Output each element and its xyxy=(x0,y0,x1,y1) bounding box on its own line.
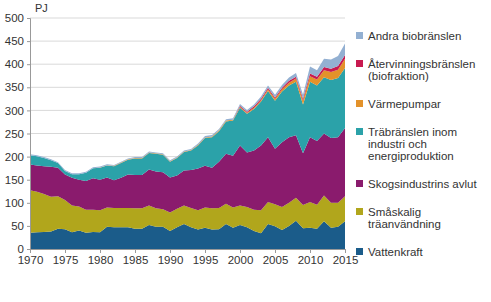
tick-label: 0 xyxy=(18,243,24,255)
tick: 1980 xyxy=(88,249,114,266)
legend-item: Träbränslen inom industri och energiprod… xyxy=(356,126,488,162)
legend-swatch xyxy=(356,180,363,187)
area xyxy=(30,59,345,175)
legend-item: Vattenkraft xyxy=(356,246,488,258)
area xyxy=(30,43,345,174)
grid-line xyxy=(30,41,345,42)
tick: 1990 xyxy=(158,249,184,266)
legend-label: Värmepumpar xyxy=(368,98,441,110)
tick-mark xyxy=(27,157,30,158)
tick: 200 xyxy=(5,151,30,163)
area xyxy=(30,55,345,174)
tick-label: 400 xyxy=(5,58,24,70)
tick: 0 xyxy=(18,243,30,255)
legend-label: Småskalig träanvändning xyxy=(368,206,488,230)
tick-mark xyxy=(27,134,30,135)
tick-label: 2015 xyxy=(333,254,359,266)
tick: 2000 xyxy=(228,249,254,266)
grid xyxy=(30,18,345,249)
tick-label: 100 xyxy=(5,197,24,209)
tick-label: 50 xyxy=(11,220,24,232)
tick-label: 300 xyxy=(5,105,24,117)
tick-label: 2005 xyxy=(263,254,289,266)
tick-mark xyxy=(27,110,30,111)
legend-swatch xyxy=(356,248,363,255)
tick-mark xyxy=(135,249,136,253)
tick-mark xyxy=(345,249,346,253)
tick-mark xyxy=(205,249,206,253)
tick: 100 xyxy=(5,197,30,209)
tick: 1995 xyxy=(193,249,219,266)
legend-label: Träbränslen inom industri och energiprod… xyxy=(368,126,488,162)
legend-item: Småskalig träanvändning xyxy=(356,206,488,230)
tick: 1985 xyxy=(123,249,149,266)
tick-mark xyxy=(100,249,101,253)
tick-mark xyxy=(27,249,30,250)
tick-mark xyxy=(170,249,171,253)
tick-label: 250 xyxy=(5,128,24,140)
tick-mark xyxy=(27,203,30,204)
x-axis-line xyxy=(31,250,346,254)
tick-mark xyxy=(27,226,30,227)
legend-label: Återvinningsbränslen (biofraktion) xyxy=(368,58,488,82)
legend-label: Skogsindustrins avlut xyxy=(368,178,477,190)
tick: 2010 xyxy=(298,249,324,266)
legend-label: Andra biobränslen xyxy=(368,30,461,42)
tick: 2015 xyxy=(333,249,359,266)
tick-label: 450 xyxy=(5,35,24,47)
tick-mark xyxy=(310,249,311,253)
legend-swatch xyxy=(356,128,363,135)
legend-item: Återvinningsbränslen (biofraktion) xyxy=(356,58,488,82)
tick-mark xyxy=(27,87,30,88)
tick: 2005 xyxy=(263,249,289,266)
tick-label: 1970 xyxy=(18,254,44,266)
tick-mark xyxy=(27,18,30,19)
y-axis-label: PJ xyxy=(35,2,48,14)
tick: 450 xyxy=(5,35,30,47)
grid-line xyxy=(30,64,345,65)
tick: 250 xyxy=(5,128,30,140)
tick-label: 200 xyxy=(5,151,24,163)
tick: 150 xyxy=(5,174,30,186)
legend-item: Värmepumpar xyxy=(356,98,488,110)
tick: 400 xyxy=(5,58,30,70)
tick-label: 2010 xyxy=(298,254,324,266)
tick-mark xyxy=(27,64,30,65)
tick-mark xyxy=(275,249,276,253)
legend-item: Skogsindustrins avlut xyxy=(356,178,488,190)
y-axis-line xyxy=(27,19,31,250)
legend-item: Andra biobränslen xyxy=(356,30,488,42)
legend-swatch xyxy=(356,60,363,67)
grid-line xyxy=(30,18,345,19)
tick: 350 xyxy=(5,81,30,93)
tick-mark xyxy=(240,249,241,253)
legend-label: Vattenkraft xyxy=(368,246,423,258)
tick-label: 1990 xyxy=(158,254,184,266)
tick-label: 500 xyxy=(5,12,24,24)
tick-mark xyxy=(65,249,66,253)
tick-label: 350 xyxy=(5,81,24,93)
tick-label: 1975 xyxy=(53,254,79,266)
tick-mark xyxy=(27,41,30,42)
legend-swatch xyxy=(356,208,363,215)
tick-label: 1980 xyxy=(88,254,114,266)
tick: 500 xyxy=(5,12,30,24)
tick-label: 1995 xyxy=(193,254,219,266)
tick-label: 150 xyxy=(5,174,24,186)
tick-mark xyxy=(27,180,30,181)
legend-swatch xyxy=(356,100,363,107)
y-axis: 0 50 100 150 200 250 300 350 400 450 500 xyxy=(5,12,31,255)
tick: 50 xyxy=(11,220,30,232)
legend: Andra biobränslen Återvinningsbränslen (b… xyxy=(356,30,488,258)
tick: 1975 xyxy=(53,249,79,266)
tick-label: 1985 xyxy=(123,254,149,266)
x-axis: 1970 1975 1980 1985 1990 1995 2000 2005 2010 2015 xyxy=(18,249,359,266)
areas xyxy=(30,43,345,249)
tick-label: 2000 xyxy=(228,254,254,266)
tick: 300 xyxy=(5,105,30,117)
legend-swatch xyxy=(356,32,363,39)
